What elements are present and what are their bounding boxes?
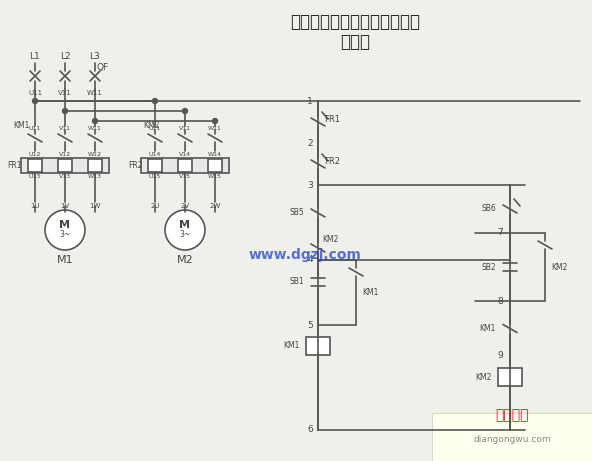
Bar	[88, 159, 102, 172]
Text: SB1: SB1	[289, 278, 304, 286]
Text: W13: W13	[88, 173, 102, 178]
Text: diangongwu.com: diangongwu.com	[473, 436, 551, 444]
Bar	[432, 413, 592, 461]
Circle shape	[33, 99, 37, 104]
Text: 1: 1	[307, 96, 313, 106]
Text: 3~: 3~	[59, 230, 70, 240]
Text: U14: U14	[149, 152, 161, 156]
Text: SB6: SB6	[481, 205, 496, 213]
Bar	[306, 337, 330, 355]
Text: 2U: 2U	[150, 203, 160, 209]
Text: www.dgzj.com: www.dgzj.com	[249, 248, 362, 262]
Text: V11: V11	[179, 125, 191, 130]
Text: FR1: FR1	[324, 114, 340, 124]
Text: 1V: 1V	[60, 203, 70, 209]
Text: M: M	[60, 220, 70, 230]
Text: 5: 5	[307, 320, 313, 330]
Text: 1W: 1W	[89, 203, 101, 209]
Text: FR2: FR2	[128, 160, 143, 170]
Text: KM2: KM2	[475, 372, 492, 382]
Text: V11: V11	[59, 125, 71, 130]
Text: V14: V14	[179, 152, 191, 156]
Text: KM1: KM1	[13, 122, 30, 130]
Text: 2W: 2W	[210, 203, 221, 209]
Text: W14: W14	[208, 152, 222, 156]
Text: W11: W11	[87, 90, 103, 96]
Text: KM1: KM1	[362, 288, 378, 297]
Text: U12: U12	[29, 152, 41, 156]
Text: U11: U11	[29, 125, 41, 130]
Text: 3~: 3~	[179, 230, 191, 240]
Text: 8: 8	[497, 296, 503, 306]
Bar	[21, 158, 109, 173]
Text: 9: 9	[497, 351, 503, 361]
Text: L3: L3	[89, 53, 101, 61]
Text: W11: W11	[88, 125, 102, 130]
Text: M2: M2	[176, 255, 194, 265]
Text: FR1: FR1	[7, 160, 21, 170]
Text: 2V: 2V	[181, 203, 189, 209]
Circle shape	[213, 118, 217, 124]
Text: KM2: KM2	[143, 122, 159, 130]
Text: SB5: SB5	[289, 208, 304, 218]
Text: KM1: KM1	[284, 342, 300, 350]
Bar	[178, 159, 192, 172]
Text: W12: W12	[88, 152, 102, 156]
Text: L2: L2	[60, 53, 70, 61]
Text: 4: 4	[307, 255, 313, 265]
Text: M: M	[179, 220, 191, 230]
Text: 2: 2	[307, 138, 313, 148]
Text: W15: W15	[208, 173, 222, 178]
Text: KM2: KM2	[322, 236, 338, 244]
Bar	[28, 159, 42, 172]
Text: QF: QF	[97, 64, 109, 72]
Circle shape	[153, 99, 157, 104]
Text: 6: 6	[307, 426, 313, 435]
Bar	[141, 158, 229, 173]
Text: SB2: SB2	[481, 262, 496, 272]
Text: 1U: 1U	[30, 203, 40, 209]
Text: V12: V12	[59, 152, 71, 156]
Text: KM1: KM1	[480, 324, 496, 333]
Bar	[208, 159, 222, 172]
Bar	[498, 368, 522, 386]
Text: 两台电动机顺序启动逆序停止: 两台电动机顺序启动逆序停止	[290, 13, 420, 31]
Text: FR2: FR2	[324, 156, 340, 165]
Text: U11: U11	[149, 125, 161, 130]
Circle shape	[45, 210, 85, 250]
Circle shape	[63, 108, 67, 113]
Text: U15: U15	[149, 173, 161, 178]
Bar	[148, 159, 162, 172]
Text: KM2: KM2	[551, 262, 567, 272]
Text: U11: U11	[28, 90, 42, 96]
Circle shape	[182, 108, 188, 113]
Circle shape	[165, 210, 205, 250]
Text: L1: L1	[30, 53, 40, 61]
Text: V13: V13	[59, 173, 71, 178]
Text: V15: V15	[179, 173, 191, 178]
Text: W11: W11	[208, 125, 222, 130]
Text: 3: 3	[307, 181, 313, 189]
Text: V11: V11	[58, 90, 72, 96]
Text: 电工之屋: 电工之屋	[496, 408, 529, 422]
Text: 7: 7	[497, 229, 503, 237]
Text: M1: M1	[57, 255, 73, 265]
Bar	[58, 159, 72, 172]
Circle shape	[92, 118, 98, 124]
Text: 电路图: 电路图	[340, 33, 370, 51]
Text: U13: U13	[29, 173, 41, 178]
